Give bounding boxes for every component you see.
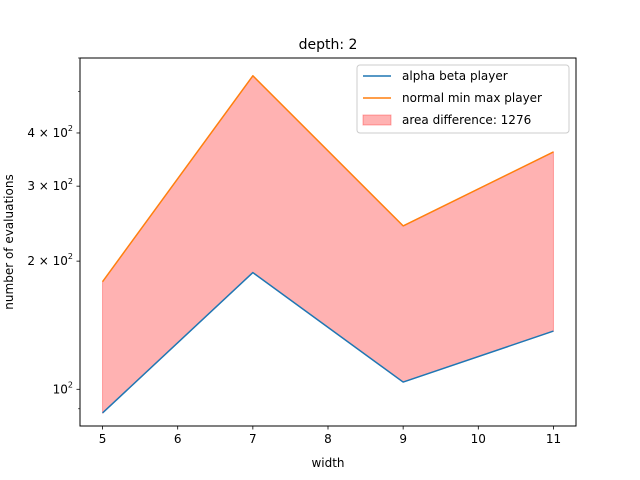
x-ticks: 5 6 7 8 9 10 11 <box>99 426 561 446</box>
x-tick-label: 7 <box>249 432 257 446</box>
y-tick-label: 4 × 102 <box>27 124 73 140</box>
legend-swatch-patch <box>362 114 392 126</box>
y-tick-label: 102 <box>53 380 73 396</box>
x-tick-label: 11 <box>546 432 561 446</box>
series-line-0 <box>102 271 554 414</box>
legend-label: normal min max player <box>402 91 542 105</box>
series-layer <box>101 75 554 414</box>
y-tick-label: 2 × 102 <box>27 252 73 268</box>
x-tick-label: 10 <box>471 432 486 446</box>
series-line-1 <box>101 75 554 283</box>
legend: alpha beta player normal min max player ar… <box>356 64 570 134</box>
legend-label: alpha beta player <box>402 69 508 83</box>
x-tick-label: 9 <box>399 432 407 446</box>
x-tick-label: 6 <box>174 432 182 446</box>
x-tick-label: 5 <box>99 432 107 446</box>
legend-frame <box>356 64 570 134</box>
x-tick-label: 8 <box>324 432 332 446</box>
x-axis-label: width <box>311 456 344 470</box>
chart-title: depth: 2 <box>299 37 358 53</box>
y-tick-label: 3 × 102 <box>27 177 73 193</box>
y-axis-label: number of evaluations <box>2 174 16 309</box>
legend-label: area difference: 1276 <box>402 113 531 127</box>
